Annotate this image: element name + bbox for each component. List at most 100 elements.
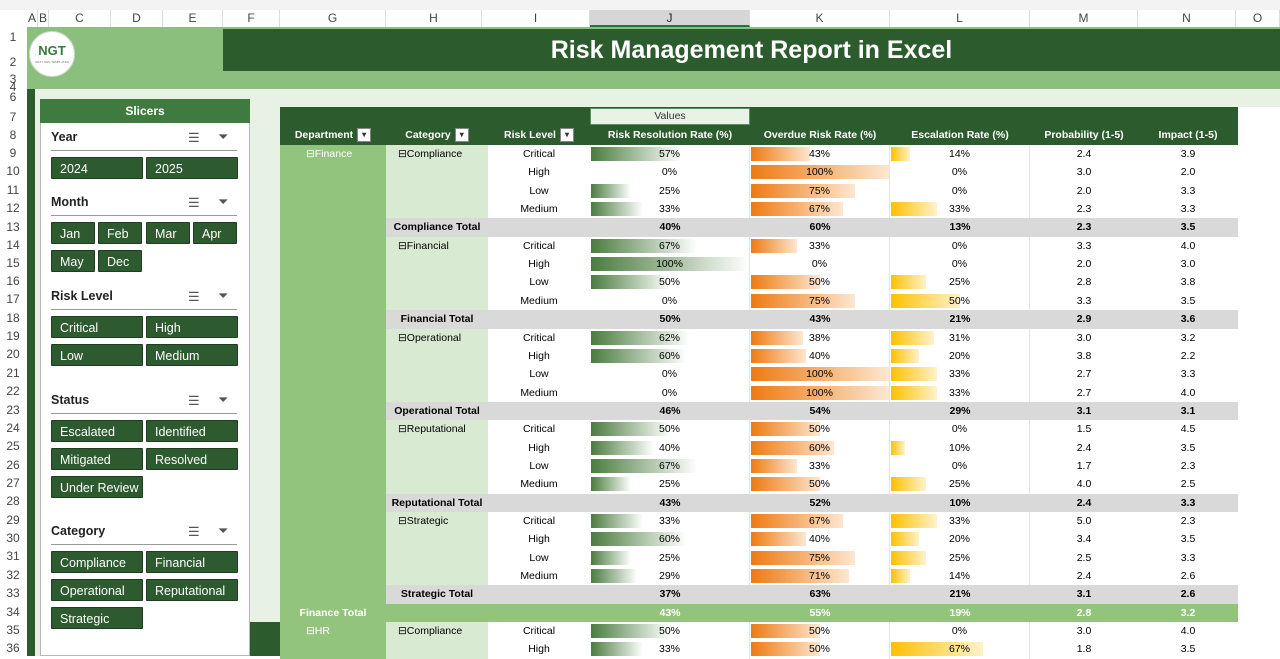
slicer-button-month-jan[interactable]: Jan	[51, 222, 95, 244]
od-total: 60%	[809, 221, 831, 233]
column-header-c[interactable]: C	[49, 10, 111, 27]
row-header-7[interactable]: 7	[9, 110, 17, 124]
slicer-button-year-2024[interactable]: 2024	[51, 157, 143, 179]
es-data-bar	[891, 147, 910, 161]
column-header-d[interactable]: D	[111, 10, 163, 27]
slicer-button-month-feb[interactable]: Feb	[98, 222, 142, 244]
row-header-15[interactable]: 15	[6, 256, 20, 270]
category-label[interactable]: ⊟Reputational	[398, 423, 466, 435]
row-header-12[interactable]: 12	[6, 201, 20, 215]
values-label[interactable]: Values	[590, 108, 750, 125]
clear-filter-icon[interactable]: ⏷	[218, 523, 229, 538]
clear-filter-icon[interactable]: ⏷	[218, 129, 229, 144]
dept-label[interactable]: ⊟Finance	[306, 148, 353, 160]
row-header-16[interactable]: 16	[6, 274, 20, 288]
column-header-a[interactable]: A	[27, 10, 38, 27]
row-header-6[interactable]: 6	[9, 90, 17, 104]
category-label[interactable]: ⊟Strategic	[398, 515, 449, 527]
column-header-l[interactable]: L	[890, 10, 1030, 27]
slicer-button-status-identified[interactable]: Identified	[146, 420, 238, 442]
dept-cell	[280, 567, 386, 585]
dept-label[interactable]: ⊟HR	[306, 625, 330, 637]
column-header-k[interactable]: K	[750, 10, 890, 27]
row-header-20[interactable]: 20	[6, 347, 20, 361]
multi-select-icon[interactable]: ☰	[188, 195, 200, 210]
multi-select-icon[interactable]: ☰	[188, 393, 200, 408]
clear-filter-icon[interactable]: ⏷	[218, 288, 229, 303]
row-header-19[interactable]: 19	[6, 329, 20, 343]
filter-dropdown-icon[interactable]: ▾	[559, 128, 574, 143]
slicer-button-category-operational[interactable]: Operational	[51, 579, 143, 601]
row-header-32[interactable]: 32	[6, 568, 20, 582]
column-header-b[interactable]: B	[38, 10, 49, 27]
row-header-8[interactable]: 8	[9, 128, 17, 142]
row-header-31[interactable]: 31	[6, 549, 20, 563]
row-header-26[interactable]: 26	[6, 458, 20, 472]
slicer-button-status-resolved[interactable]: Resolved	[146, 448, 238, 470]
column-header-j[interactable]: J	[590, 10, 750, 27]
slicer-button-category-compliance[interactable]: Compliance	[51, 551, 143, 573]
row-header-13[interactable]: 13	[6, 220, 20, 234]
row-header-28[interactable]: 28	[6, 494, 20, 508]
row-header-36[interactable]: 36	[6, 641, 20, 655]
row-header-18[interactable]: 18	[6, 311, 20, 325]
slicer-button-status-escalated[interactable]: Escalated	[51, 420, 143, 442]
slicer-button-risk-level-low[interactable]: Low	[51, 344, 143, 366]
row-header-24[interactable]: 24	[6, 421, 20, 435]
category-label[interactable]: ⊟Compliance	[398, 148, 463, 160]
row-header-21[interactable]: 21	[6, 366, 20, 380]
clear-filter-icon[interactable]: ⏷	[218, 392, 229, 407]
filter-dropdown-icon[interactable]: ▾	[454, 128, 469, 143]
row-header-1[interactable]: 1	[9, 30, 17, 44]
slicer-button-year-2025[interactable]: 2025	[146, 157, 238, 179]
slicer-button-category-financial[interactable]: Financial	[146, 551, 238, 573]
slicer-button-status-under-review[interactable]: Under Review	[51, 476, 143, 498]
filter-dropdown-icon[interactable]: ▾	[357, 128, 372, 143]
row-header-33[interactable]: 33	[6, 586, 20, 600]
multi-select-icon[interactable]: ☰	[188, 130, 200, 145]
row-header-3[interactable]: 3	[9, 72, 17, 86]
column-header-o[interactable]: O	[1236, 10, 1280, 27]
row-header-30[interactable]: 30	[6, 531, 20, 545]
row-header-10[interactable]: 10	[6, 164, 20, 178]
slicer-button-risk-level-medium[interactable]: Medium	[146, 344, 238, 366]
column-header-n[interactable]: N	[1138, 10, 1236, 27]
category-label[interactable]: ⊟Compliance	[398, 625, 463, 637]
row-header-25[interactable]: 25	[6, 439, 20, 453]
slicer-button-category-reputational[interactable]: Reputational	[146, 579, 238, 601]
column-header-g[interactable]: G	[280, 10, 386, 27]
column-header-f[interactable]: F	[223, 10, 280, 27]
multi-select-icon[interactable]: ☰	[188, 289, 200, 304]
row-header-29[interactable]: 29	[6, 513, 20, 527]
data-row-bg	[488, 512, 1238, 530]
risk-level-cell: Critical	[522, 240, 556, 252]
row-header-9[interactable]: 9	[9, 146, 17, 160]
slicer-button-month-may[interactable]: May	[51, 250, 95, 272]
column-header-h[interactable]: H	[386, 10, 482, 27]
column-header-e[interactable]: E	[163, 10, 223, 27]
slicer-button-status-mitigated[interactable]: Mitigated	[51, 448, 143, 470]
row-header-22[interactable]: 22	[6, 384, 20, 398]
row-header-17[interactable]: 17	[6, 292, 20, 306]
impact-cell: 3.3	[1180, 368, 1196, 380]
clear-filter-icon[interactable]: ⏷	[218, 194, 229, 209]
column-header-i[interactable]: I	[482, 10, 590, 27]
column-header-m[interactable]: M	[1030, 10, 1138, 27]
category-label[interactable]: ⊟Operational	[398, 332, 462, 344]
row-header-2[interactable]: 2	[9, 55, 17, 69]
row-header-11[interactable]: 11	[6, 183, 20, 197]
row-header-34[interactable]: 34	[6, 605, 20, 619]
category-label[interactable]: ⊟Financial	[398, 240, 449, 252]
slicer-button-risk-level-high[interactable]: High	[146, 316, 238, 338]
row-header-27[interactable]: 27	[6, 476, 20, 490]
slicer-button-category-strategic[interactable]: Strategic	[51, 607, 143, 629]
row-header-23[interactable]: 23	[6, 403, 20, 417]
row-header-4[interactable]: 4	[9, 80, 17, 94]
slicer-button-month-dec[interactable]: Dec	[98, 250, 142, 272]
slicer-button-month-apr[interactable]: Apr	[193, 222, 237, 244]
row-header-14[interactable]: 14	[6, 238, 20, 252]
multi-select-icon[interactable]: ☰	[188, 524, 200, 539]
slicer-button-risk-level-critical[interactable]: Critical	[51, 316, 143, 338]
row-header-35[interactable]: 35	[6, 623, 20, 637]
slicer-button-month-mar[interactable]: Mar	[146, 222, 190, 244]
